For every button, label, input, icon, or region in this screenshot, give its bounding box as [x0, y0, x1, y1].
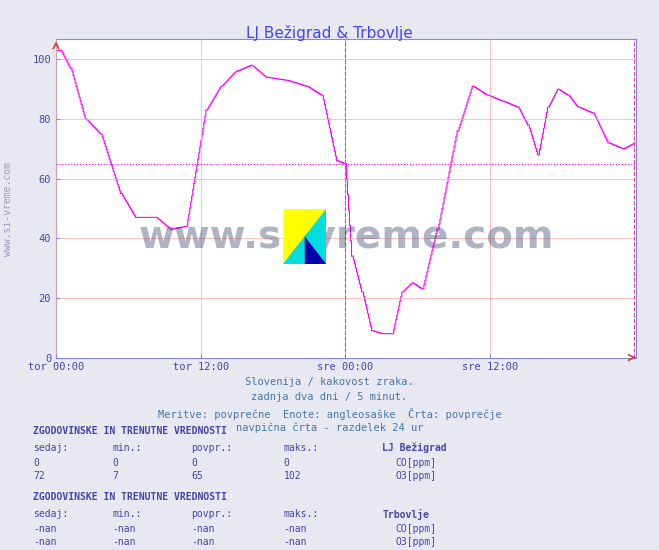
Text: povpr.:: povpr.:: [191, 443, 232, 453]
Text: min.:: min.:: [112, 509, 142, 519]
Text: LJ Bežigrad & Trbovlje: LJ Bežigrad & Trbovlje: [246, 25, 413, 41]
Text: min.:: min.:: [112, 443, 142, 453]
Text: www.si-vreme.com: www.si-vreme.com: [3, 162, 13, 256]
Text: Slovenija / kakovost zraka.: Slovenija / kakovost zraka.: [245, 377, 414, 387]
Text: zadnja dva dni / 5 minut.: zadnja dva dni / 5 minut.: [251, 392, 408, 402]
Text: www.si-vreme.com: www.si-vreme.com: [138, 217, 554, 255]
Text: 7: 7: [112, 471, 118, 481]
Text: O3[ppm]: O3[ppm]: [395, 471, 436, 481]
Text: -nan: -nan: [112, 524, 136, 534]
Text: -nan: -nan: [283, 524, 307, 534]
Text: sedaj:: sedaj:: [33, 443, 68, 453]
Text: -nan: -nan: [112, 537, 136, 547]
Text: CO[ppm]: CO[ppm]: [395, 524, 436, 534]
Text: maks.:: maks.:: [283, 443, 318, 453]
Text: 0: 0: [33, 458, 39, 468]
Text: CO[ppm]: CO[ppm]: [395, 458, 436, 468]
Text: Trbovlje: Trbovlje: [382, 509, 429, 520]
Text: 0: 0: [112, 458, 118, 468]
Text: 72: 72: [33, 471, 45, 481]
Text: ZGODOVINSKE IN TRENUTNE VREDNOSTI: ZGODOVINSKE IN TRENUTNE VREDNOSTI: [33, 426, 227, 436]
Text: 0: 0: [191, 458, 197, 468]
Text: 65: 65: [191, 471, 203, 481]
Text: -nan: -nan: [33, 537, 57, 547]
Polygon shape: [283, 209, 326, 264]
Text: LJ Bežigrad: LJ Bežigrad: [382, 443, 447, 453]
Text: maks.:: maks.:: [283, 509, 318, 519]
Text: navpična črta - razdelek 24 ur: navpična črta - razdelek 24 ur: [236, 423, 423, 433]
Text: 0: 0: [283, 458, 289, 468]
Text: -nan: -nan: [283, 537, 307, 547]
Polygon shape: [283, 209, 326, 264]
Text: povpr.:: povpr.:: [191, 509, 232, 519]
Text: -nan: -nan: [33, 524, 57, 534]
Text: -nan: -nan: [191, 524, 215, 534]
Text: O3[ppm]: O3[ppm]: [395, 537, 436, 547]
Polygon shape: [304, 236, 326, 264]
Text: sedaj:: sedaj:: [33, 509, 68, 519]
Text: -nan: -nan: [191, 537, 215, 547]
Text: Meritve: povprečne  Enote: angleosaške  Črta: povprečje: Meritve: povprečne Enote: angleosaške Čr…: [158, 408, 501, 420]
Text: 102: 102: [283, 471, 301, 481]
Text: ZGODOVINSKE IN TRENUTNE VREDNOSTI: ZGODOVINSKE IN TRENUTNE VREDNOSTI: [33, 492, 227, 502]
